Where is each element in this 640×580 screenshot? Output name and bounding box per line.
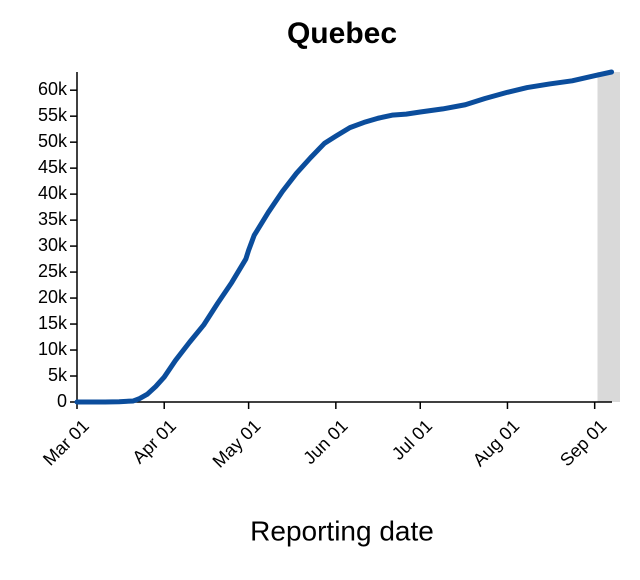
y-tick-label: 60k bbox=[38, 79, 68, 99]
x-tick-label: Aug 01 bbox=[469, 416, 523, 470]
y-tick-label: 45k bbox=[38, 157, 68, 177]
x-tick-label: May 01 bbox=[209, 416, 265, 472]
x-tick-label: Jun 01 bbox=[299, 416, 351, 468]
y-tick-label: 0 bbox=[57, 391, 67, 411]
y-tick-label: 5k bbox=[48, 365, 68, 385]
y-tick-label: 25k bbox=[38, 261, 68, 281]
y-tick-label: 40k bbox=[38, 183, 68, 203]
y-tick-label: 30k bbox=[38, 235, 68, 255]
x-tick-label: Sep 01 bbox=[556, 416, 610, 470]
y-tick-label: 20k bbox=[38, 287, 68, 307]
x-tick-label: Apr 01 bbox=[128, 416, 180, 468]
y-tick-label: 55k bbox=[38, 105, 68, 125]
x-tick-label: Jul 01 bbox=[388, 416, 436, 464]
x-axis-label: Reporting date bbox=[250, 515, 434, 546]
y-tick-label: 35k bbox=[38, 209, 68, 229]
line bbox=[74, 69, 615, 405]
chart-title: Quebec bbox=[287, 17, 397, 50]
shaded-region bbox=[597, 72, 620, 402]
y-tick-label: 50k bbox=[38, 131, 68, 151]
x-tick-label: Mar 01 bbox=[39, 416, 93, 470]
y-tick-label: 15k bbox=[38, 313, 68, 333]
y-tick-label: 10k bbox=[38, 339, 68, 359]
